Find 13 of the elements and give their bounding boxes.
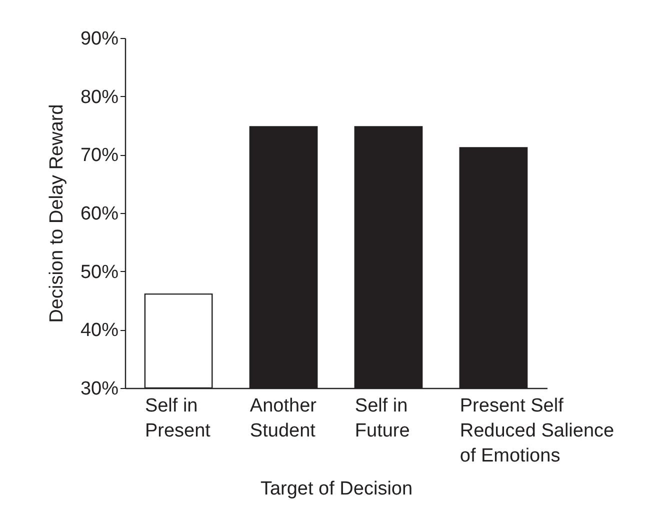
y-tick-label: 90% — [80, 28, 119, 50]
y-tick-label: 70% — [80, 145, 119, 166]
y-axis-title: Decision to Delay Reward — [46, 104, 68, 323]
x-tick-label: Self in Present — [144, 396, 212, 442]
y-tick-label: 30% — [80, 378, 119, 400]
x-tick-label: Self in Future — [354, 396, 410, 442]
x-axis-title: Target of Decision — [260, 478, 413, 500]
x-tick-label: Another Student — [250, 396, 318, 442]
y-tick-label: 60% — [80, 204, 119, 224]
y-tick-label: 50% — [80, 262, 119, 283]
y-tick-label: 80% — [80, 86, 119, 108]
y-tick-label: 40% — [80, 320, 119, 342]
x-tick-label: Present Self Reduced Salience of Emotions — [460, 396, 614, 466]
